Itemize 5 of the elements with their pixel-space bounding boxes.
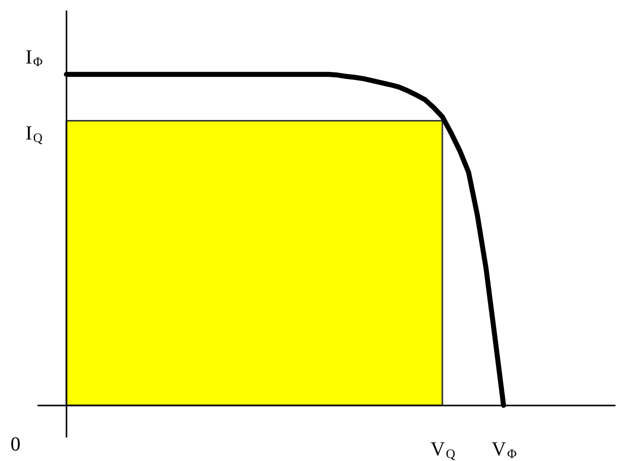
x-tick-label: VQ (430, 438, 456, 461)
x-tick-label: VΦ (492, 438, 518, 461)
text: IΦ (26, 46, 44, 69)
text: 0 (10, 434, 20, 456)
text: IQ (26, 122, 44, 145)
